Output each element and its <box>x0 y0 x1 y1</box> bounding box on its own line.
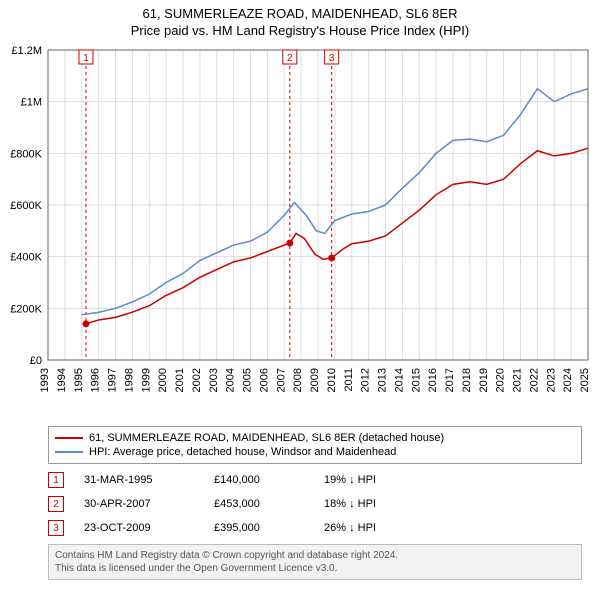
legend-label: HPI: Average price, detached house, Wind… <box>89 446 396 458</box>
x-tick-label: 2017 <box>444 368 456 392</box>
flag-number: 2 <box>287 53 293 64</box>
marker-price: £453,000 <box>214 498 304 510</box>
x-tick-label: 2002 <box>191 368 203 392</box>
x-tick-label: 2010 <box>326 368 338 392</box>
marker-date: 23-OCT-2009 <box>84 522 194 534</box>
title-line2: Price paid vs. HM Land Registry's House … <box>0 23 600 38</box>
y-tick-label: £400K <box>10 252 42 264</box>
x-tick-label: 2005 <box>242 368 254 392</box>
y-tick-label: £0 <box>30 355 42 367</box>
y-tick-label: £1M <box>21 97 42 109</box>
x-tick-label: 2018 <box>461 368 473 392</box>
x-tick-label: 2016 <box>427 368 439 392</box>
x-tick-label: 2015 <box>410 368 422 392</box>
y-tick-label: £800K <box>10 148 42 160</box>
x-tick-label: 2001 <box>174 368 186 392</box>
x-tick-label: 2004 <box>225 368 237 392</box>
x-tick-label: 2020 <box>495 368 507 392</box>
footer-line1: Contains HM Land Registry data © Crown c… <box>55 549 575 562</box>
marker-badge: 3 <box>48 520 64 536</box>
x-tick-label: 1994 <box>56 368 68 392</box>
y-tick-label: £200K <box>10 303 42 315</box>
chart-svg: £0 £200K £400K £600K £800K £1M £1.2M 1993 1994 19… <box>0 40 600 420</box>
marker-badge: 1 <box>48 472 64 488</box>
x-tick-label: 2022 <box>528 368 540 392</box>
legend-row: 61, SUMMERLEAZE ROAD, MAIDENHEAD, SL6 8E… <box>55 431 575 445</box>
footer-line2: This data is licensed under the Open Gov… <box>55 562 575 575</box>
x-tick-label: 2006 <box>258 368 270 392</box>
x-tick-label: 1997 <box>107 368 119 392</box>
x-tick-label: 2012 <box>360 368 372 392</box>
marker-table-row: 3 23-OCT-2009 £395,000 26% ↓ HPI <box>48 516 582 540</box>
marker-price: £395,000 <box>214 522 304 534</box>
title-line1: 61, SUMMERLEAZE ROAD, MAIDENHEAD, SL6 8E… <box>0 6 600 21</box>
legend-swatch <box>55 451 83 453</box>
sale-markers-table: 1 31-MAR-1995 £140,000 19% ↓ HPI 2 30-APR-200… <box>48 468 582 540</box>
sale-marker-dot <box>328 254 335 261</box>
x-tick-label: 1993 <box>39 368 51 392</box>
x-tick-label: 2014 <box>393 368 405 392</box>
x-tick-label: 2007 <box>275 368 287 392</box>
chart-title-block: 61, SUMMERLEAZE ROAD, MAIDENHEAD, SL6 8E… <box>0 0 600 40</box>
marker-delta: 18% ↓ HPI <box>324 498 424 510</box>
x-tick-label: 1996 <box>90 368 102 392</box>
legend-box: 61, SUMMERLEAZE ROAD, MAIDENHEAD, SL6 8E… <box>48 426 582 464</box>
x-tick-label: 2013 <box>377 368 389 392</box>
x-tick-label: 1995 <box>73 368 85 392</box>
marker-table-row: 1 31-MAR-1995 £140,000 19% ↓ HPI <box>48 468 582 492</box>
x-tick-label: 2019 <box>478 368 490 392</box>
y-tick-label: £600K <box>10 200 42 212</box>
chart-area: £0 £200K £400K £600K £800K £1M £1.2M 1993 1994 19… <box>0 40 600 420</box>
sale-marker-dot <box>82 320 89 327</box>
x-tick-label: 2000 <box>157 368 169 392</box>
x-tick-label: 2023 <box>545 368 557 392</box>
flag-number: 1 <box>83 53 89 64</box>
footer-attribution: Contains HM Land Registry data © Crown c… <box>48 544 582 580</box>
marker-table-row: 2 30-APR-2007 £453,000 18% ↓ HPI <box>48 492 582 516</box>
x-tick-label: 1999 <box>140 368 152 392</box>
x-tick-label: 2008 <box>292 368 304 392</box>
x-tick-label: 2024 <box>562 368 574 392</box>
marker-delta: 19% ↓ HPI <box>324 474 424 486</box>
x-tick-label: 2025 <box>579 368 591 392</box>
marker-badge: 2 <box>48 496 64 512</box>
legend-label: 61, SUMMERLEAZE ROAD, MAIDENHEAD, SL6 8E… <box>89 432 444 444</box>
y-tick-label: £1.2M <box>11 45 42 57</box>
x-tick-label: 2011 <box>343 368 355 392</box>
legend-swatch <box>55 437 83 439</box>
marker-price: £140,000 <box>214 474 304 486</box>
sale-marker-dot <box>286 239 293 246</box>
x-tick-label: 2009 <box>309 368 321 392</box>
legend-row: HPI: Average price, detached house, Wind… <box>55 445 575 459</box>
marker-delta: 26% ↓ HPI <box>324 522 424 534</box>
marker-date: 30-APR-2007 <box>84 498 194 510</box>
marker-date: 31-MAR-1995 <box>84 474 194 486</box>
flag-number: 3 <box>329 53 335 64</box>
x-tick-label: 2003 <box>208 368 220 392</box>
x-tick-label: 1998 <box>123 368 135 392</box>
x-tick-label: 2021 <box>512 368 524 392</box>
